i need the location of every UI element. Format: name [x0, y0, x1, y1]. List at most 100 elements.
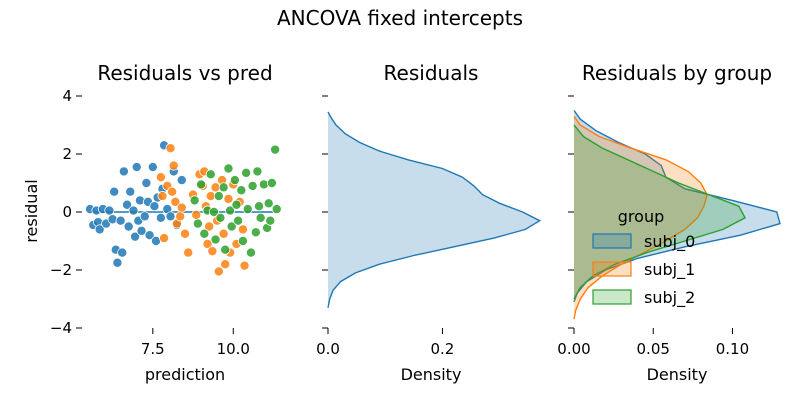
x-tick-label: 0.0	[316, 340, 340, 358]
point-subj-0	[165, 211, 176, 222]
point-subj-2	[192, 218, 203, 229]
point-subj-2	[199, 228, 210, 239]
point-subj-0	[128, 205, 139, 216]
y-tick-label: 0	[62, 203, 72, 221]
point-subj-1	[213, 266, 224, 277]
point-subj-0	[112, 257, 123, 268]
x-tick-label: 0.05	[637, 340, 670, 358]
point-subj-0	[104, 205, 115, 216]
point-subj-2	[270, 144, 281, 155]
point-subj-1	[176, 202, 187, 213]
point-subj-2	[233, 215, 244, 226]
axes: 0.00 0.05 0.10	[557, 95, 749, 358]
legend-label-subj-2: subj_2	[644, 288, 695, 308]
point-subj-0	[94, 224, 105, 235]
point-subj-2	[196, 179, 207, 190]
point-subj-1	[155, 172, 166, 183]
point-subj-0	[136, 225, 147, 236]
point-subj-2	[226, 221, 237, 232]
point-subj-1	[220, 259, 231, 270]
y-tick-label: 4	[62, 87, 72, 105]
point-subj-2	[247, 180, 258, 191]
point-subj-2	[231, 199, 242, 210]
x-tick-label: 10.0	[217, 340, 250, 358]
point-subj-1	[167, 186, 178, 197]
legend-label-subj-0: subj_0	[644, 232, 695, 252]
point-subj-0	[123, 221, 134, 232]
point-subj-2	[223, 163, 234, 174]
point-subj-1	[218, 228, 229, 239]
point-subj-0	[131, 162, 142, 173]
plot-area	[573, 110, 781, 320]
point-subj-0	[176, 175, 187, 186]
y-tick-label: −2	[50, 261, 72, 279]
point-subj-0	[139, 211, 150, 222]
point-subj-1	[170, 196, 181, 207]
point-subj-2	[271, 204, 282, 215]
density-area	[328, 111, 540, 308]
figure-title: ANCOVA fixed intercepts	[277, 6, 523, 30]
point-subj-2	[205, 169, 216, 180]
x-tick-label: 0.10	[716, 340, 749, 358]
point-subj-1	[179, 228, 190, 239]
point-subj-2	[266, 177, 277, 188]
point-subj-0	[117, 247, 128, 258]
point-subj-0	[147, 162, 158, 173]
point-subj-0	[122, 199, 133, 210]
point-subj-2	[254, 201, 265, 212]
point-subj-0	[107, 214, 118, 225]
point-subj-2	[242, 204, 253, 215]
panel-residuals-vs-pred: Residuals vs pred prediction residual −4…	[22, 61, 282, 384]
point-subj-0	[141, 177, 152, 188]
x-tick-label: 0.2	[431, 340, 455, 358]
point-subj-1	[239, 260, 250, 271]
point-subj-2	[210, 234, 221, 245]
point-subj-1	[237, 224, 248, 235]
point-subj-1	[159, 233, 170, 244]
point-subj-0	[115, 215, 126, 226]
density-line	[327, 111, 542, 308]
x-axis-label: prediction	[145, 365, 225, 384]
point-subj-2	[213, 191, 224, 202]
point-subj-2	[250, 227, 261, 238]
point-subj-2	[255, 212, 266, 223]
x-axis-label: Density	[647, 365, 708, 384]
panel-residuals-by-group: Residuals by group Density 0.00 0.05 0.10 …	[557, 61, 781, 384]
point-subj-2	[263, 198, 274, 209]
point-subj-2	[220, 244, 231, 255]
point-subj-1	[202, 238, 213, 249]
y-tick-label: 2	[62, 145, 72, 163]
legend-swatch-subj-1	[592, 261, 632, 277]
panel-title: Residuals vs pred	[97, 61, 272, 85]
point-subj-2	[265, 215, 276, 226]
x-tick-label: 7.5	[141, 340, 165, 358]
legend-swatch-subj-0	[592, 233, 632, 249]
point-subj-1	[204, 221, 215, 232]
axes: −4 −2 0 2 4 7.5 10.0	[50, 87, 250, 358]
point-subj-2	[236, 185, 247, 196]
plot-area	[85, 140, 282, 277]
point-subj-1	[191, 209, 202, 220]
point-subj-0	[155, 212, 166, 223]
point-subj-0	[130, 231, 141, 242]
x-axis-label: Density	[401, 365, 462, 384]
density-line-subj-0	[573, 110, 781, 303]
point-subj-2	[189, 195, 200, 206]
point-subj-1	[223, 193, 234, 204]
legend-title: group	[618, 207, 664, 226]
panel-title: Residuals	[384, 61, 479, 85]
x-tick-label: 0.00	[557, 340, 590, 358]
density-area-subj-2	[574, 125, 746, 299]
point-subj-2	[237, 235, 248, 246]
point-subj-1	[168, 160, 179, 171]
point-subj-2	[225, 205, 236, 216]
point-subj-2	[215, 212, 226, 223]
point-subj-1	[157, 191, 168, 202]
y-axis-label: residual	[22, 179, 41, 242]
point-subj-0	[125, 186, 136, 197]
point-subj-2	[229, 175, 240, 186]
point-subj-1	[175, 211, 186, 222]
point-subj-1	[183, 247, 194, 258]
